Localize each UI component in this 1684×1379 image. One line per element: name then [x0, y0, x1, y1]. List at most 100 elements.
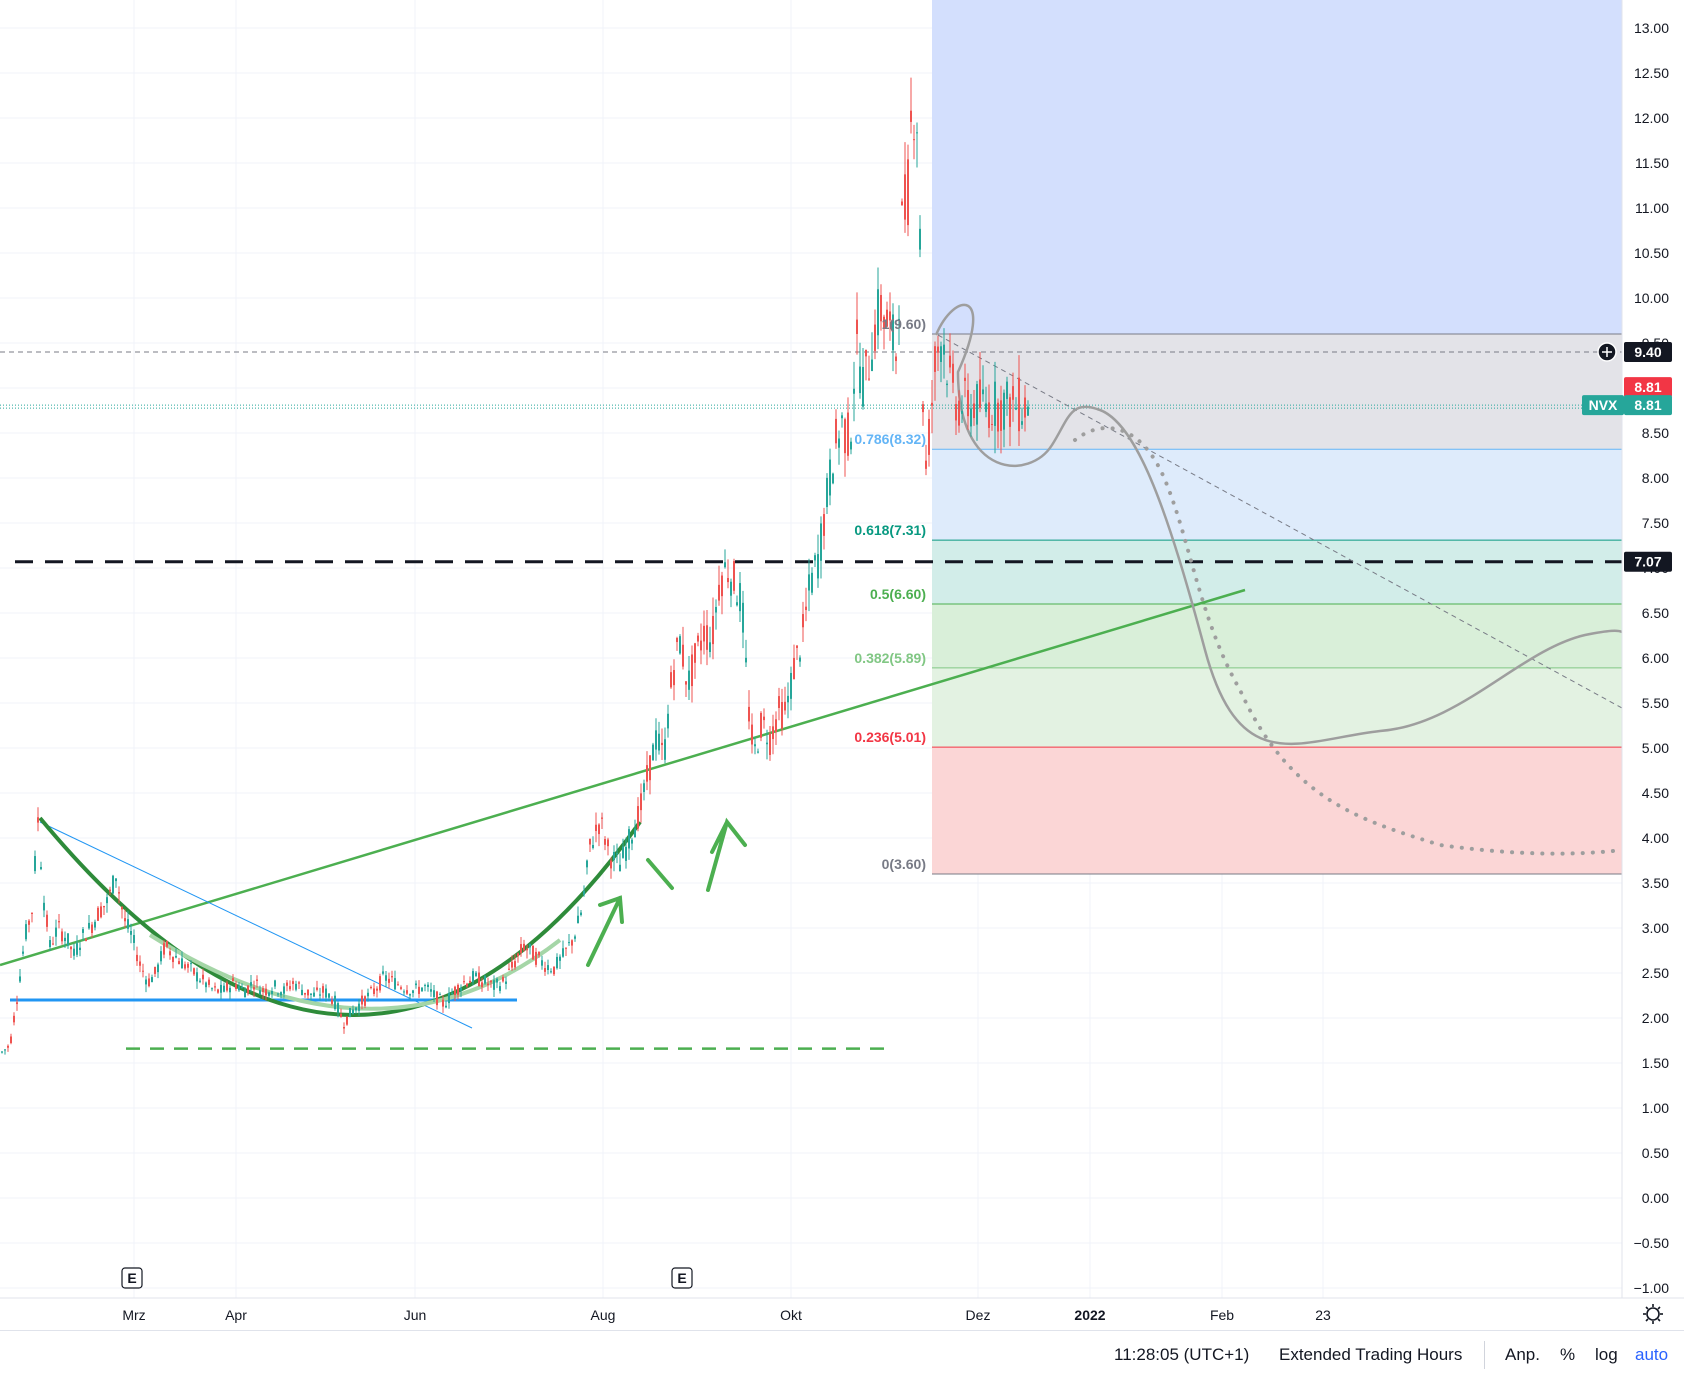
candle-body	[811, 572, 813, 593]
candle-body	[814, 555, 816, 561]
candle-body	[739, 583, 741, 612]
trend-projection-line[interactable]	[937, 334, 1623, 709]
candle-body	[559, 956, 561, 961]
projection-path-dotted[interactable]	[1073, 426, 1624, 856]
candle-body	[181, 958, 183, 969]
auto-scale-toggle[interactable]: auto	[1635, 1345, 1669, 1364]
candle-body	[157, 964, 159, 973]
fib-level-label: 0.382(5.89)	[854, 650, 926, 666]
downtrend-line[interactable]	[39, 821, 473, 1029]
y-tick-label: −0.50	[1634, 1235, 1670, 1251]
earnings-marker[interactable]: E	[671, 1267, 693, 1289]
candle-body	[100, 906, 102, 918]
candle-body	[205, 982, 207, 988]
candle-body	[820, 523, 822, 561]
candle-body	[556, 956, 558, 969]
candle-body	[868, 378, 870, 380]
arrow-up-annotation[interactable]	[646, 817, 747, 892]
candle-body	[529, 943, 531, 948]
fib-zone-extension	[932, 0, 1622, 334]
candle-body	[877, 289, 879, 336]
candle-body	[727, 578, 729, 583]
candle-body	[547, 965, 549, 971]
candle-body	[193, 968, 195, 975]
inner-arc[interactable]	[148, 933, 562, 1011]
candle-body	[187, 963, 189, 968]
settings-gear-icon[interactable]	[1643, 1304, 1663, 1324]
candle-body	[172, 956, 174, 963]
candle-body	[673, 670, 675, 686]
candle-body	[178, 961, 180, 965]
candle-body	[742, 602, 744, 633]
candle-body	[883, 316, 885, 329]
fibonacci-retracement[interactable]	[932, 0, 1622, 875]
candle-body	[796, 645, 798, 648]
candle-body	[124, 918, 126, 922]
candle-body	[493, 980, 495, 990]
arrow-up-annotation[interactable]	[586, 895, 624, 967]
candle-body	[682, 644, 684, 667]
fib-zone	[932, 540, 1622, 604]
candle-body	[55, 927, 57, 937]
candle-body	[190, 963, 192, 965]
candle-body	[862, 367, 864, 407]
candle-body	[304, 992, 306, 995]
extended-hours-toggle[interactable]: Extended Trading Hours	[1279, 1345, 1463, 1364]
candle-body	[1012, 386, 1014, 400]
candle-body	[460, 987, 462, 991]
candle-body	[772, 726, 774, 740]
clock-time[interactable]: 11:28:05 (UTC+1)	[1114, 1345, 1250, 1364]
candle-body	[136, 954, 138, 962]
candle-body	[217, 989, 219, 993]
candle-body	[154, 966, 156, 974]
cup-arc[interactable]	[38, 816, 642, 1017]
candle-body	[958, 400, 960, 426]
candle-body	[442, 999, 444, 1007]
earnings-marker[interactable]: E	[121, 1267, 143, 1289]
x-tick-label: 23	[1315, 1307, 1331, 1323]
drawings[interactable]	[0, 303, 1624, 1029]
candle-body	[712, 615, 714, 645]
candle-body	[730, 581, 732, 596]
candle-body	[457, 984, 459, 995]
candle-body	[532, 945, 534, 960]
candle-body	[409, 994, 411, 996]
price-badge-value: 8.81	[1634, 379, 1661, 395]
candle-body	[130, 931, 132, 935]
candle-body	[403, 991, 405, 993]
log-toggle[interactable]: log	[1595, 1345, 1618, 1364]
candle-body	[565, 947, 567, 949]
time-axis[interactable]: Mrz Apr Jun Aug Okt Dez 2022 Feb 23	[122, 1307, 1331, 1323]
candle-body	[802, 614, 804, 628]
candle-body	[73, 948, 75, 956]
candle-body	[283, 986, 285, 994]
candle-body	[598, 824, 600, 835]
candle-body	[901, 201, 903, 206]
candle-body	[664, 739, 666, 760]
candle-body	[718, 584, 720, 601]
candle-body	[622, 846, 624, 858]
candle-body	[244, 990, 246, 998]
percent-toggle[interactable]: %	[1560, 1345, 1576, 1364]
candle-body	[607, 839, 609, 847]
candle-body	[94, 921, 96, 928]
candle-body	[337, 1003, 339, 1013]
candle-body	[823, 514, 825, 536]
candle-body	[97, 907, 99, 921]
adjust-toggle[interactable]: Anp.	[1505, 1345, 1540, 1364]
projection-path-solid[interactable]	[934, 303, 1623, 746]
candle-body	[586, 860, 588, 868]
candle-body	[853, 388, 855, 394]
candle-body	[256, 979, 258, 981]
candle-body	[865, 349, 867, 357]
candle-body	[127, 919, 129, 929]
candle-body	[259, 990, 261, 995]
price-axis[interactable]: 13.0012.5012.0011.5011.0010.5010.009.509…	[1634, 20, 1670, 1296]
x-tick-label: Dez	[966, 1307, 991, 1323]
candle-body	[406, 990, 408, 994]
uptrend-line[interactable]	[0, 588, 1246, 967]
candle-body	[625, 846, 627, 861]
earnings-marker-label: E	[127, 1270, 136, 1286]
